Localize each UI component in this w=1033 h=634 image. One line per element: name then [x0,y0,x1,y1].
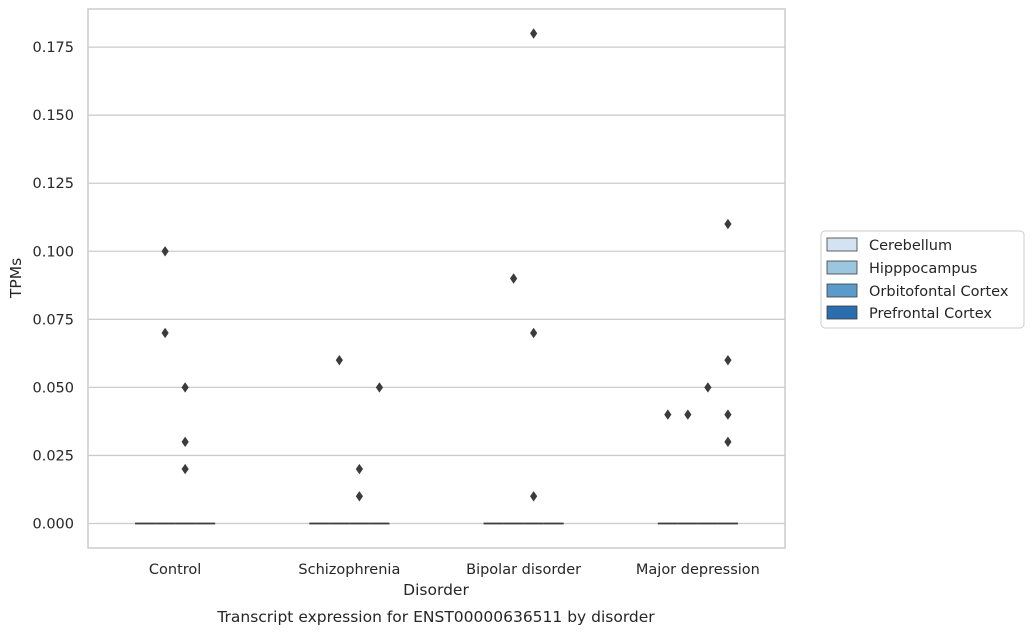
legend-swatch-prefrontal-cortex [826,305,858,320]
plot-frame [87,8,786,549]
outlier-marker [530,491,538,502]
y-axis-title: TPMs [7,258,25,299]
y-tick-label: 0.025 [32,448,74,464]
outlier-marker [181,436,189,448]
legend-swatch-orbitofrontal-cortex [826,283,858,298]
y-tick-label: 0.125 [32,176,74,192]
outlier-markers [161,28,732,502]
outlier-marker [664,409,672,420]
outlier-marker [530,28,538,39]
legend-swatch-hippocampus [826,260,858,275]
outlier-marker [724,218,732,230]
outlier-marker [724,409,732,420]
outlier-marker [161,246,169,257]
outlier-marker [510,273,518,284]
outlier-marker [724,436,732,448]
outlier-marker [181,382,189,393]
legend: Cerebellum Hipppocampus Orbitofontal Cor… [820,230,1025,329]
y-tick-label: 0.175 [32,40,74,56]
legend-label-prefrontal-cortex: Prefrontal Cortex [869,306,992,322]
outlier-marker [530,327,538,339]
x-tick-labels: Control Schizophrenia Bipolar disorder Majo… [149,562,760,578]
y-tick-label: 0.150 [32,108,74,124]
outlier-marker [161,327,169,339]
outlier-marker [704,382,712,393]
x-tick-label: Control [149,562,201,578]
outlier-marker [355,491,363,502]
outlier-marker [355,463,363,475]
legend-item-orbitofrontal-cortex: Orbitofontal Cortex [826,283,1009,300]
x-tick-label: Bipolar disorder [466,562,581,578]
outlier-marker [684,409,692,420]
x-axis-title: Disorder [403,581,469,599]
y-tick-labels: 0.000 0.025 0.050 0.075 0.100 0.125 0.150 0.175 [32,40,74,532]
chart-caption: Transcript expression for ENST0000063651… [216,608,655,626]
y-tick-label: 0.075 [32,312,74,328]
legend-item-prefrontal-cortex: Prefrontal Cortex [826,305,992,322]
outlier-marker [375,382,384,393]
legend-item-hippocampus: Hipppocampus [826,260,977,277]
outlier-marker [724,354,732,366]
x-tick-label: Major depression [636,562,760,578]
y-tick-label: 0.100 [32,244,74,260]
legend-label-orbitofrontal-cortex: Orbitofontal Cortex [869,284,1009,300]
legend-label-cerebellum: Cerebellum [869,238,952,254]
legend-frame [820,230,1025,329]
legend-swatch-cerebellum [826,237,858,252]
y-tick-label: 0.000 [32,517,74,533]
outlier-marker [181,463,189,475]
grid-lines [88,46,785,525]
x-tick-label: Schizophrenia [298,562,400,578]
outlier-marker [335,354,343,366]
legend-label-hippocampus: Hipppocampus [869,261,977,277]
legend-item-cerebellum: Cerebellum [826,237,952,254]
y-tick-label: 0.050 [32,380,74,396]
